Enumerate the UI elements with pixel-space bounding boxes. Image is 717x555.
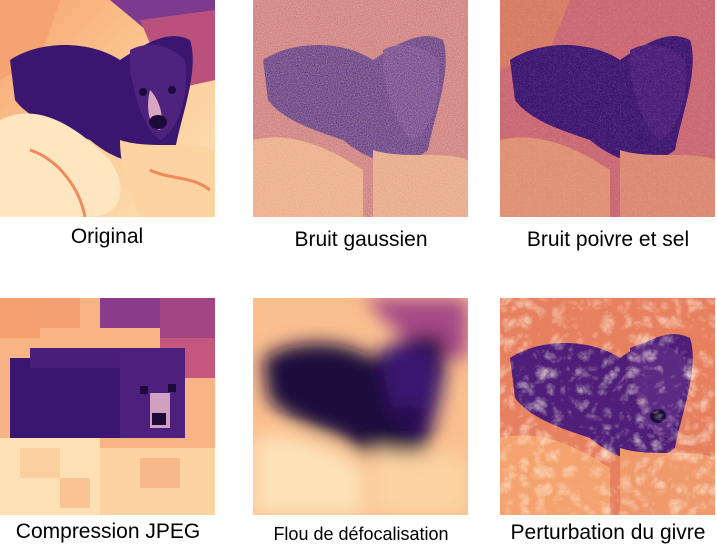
caption-gaussian-noise: Bruit gaussien bbox=[294, 228, 428, 251]
caption-frost-perturbation: Perturbation du givre bbox=[510, 521, 706, 544]
caption-salt-pepper-noise: Bruit poivre et sel bbox=[526, 228, 690, 251]
caption-jpeg-compression: Compression JPEG bbox=[15, 520, 201, 543]
image-defocus-blur bbox=[253, 298, 468, 515]
image-jpeg-compression bbox=[0, 298, 215, 515]
caption-original: Original bbox=[70, 225, 144, 248]
image-original bbox=[0, 0, 215, 217]
image-frost-perturbation bbox=[500, 298, 715, 515]
image-gaussian-noise bbox=[253, 0, 468, 217]
image-salt-pepper-noise bbox=[500, 0, 715, 217]
caption-defocus-blur: Flou de défocalisation bbox=[273, 524, 449, 544]
